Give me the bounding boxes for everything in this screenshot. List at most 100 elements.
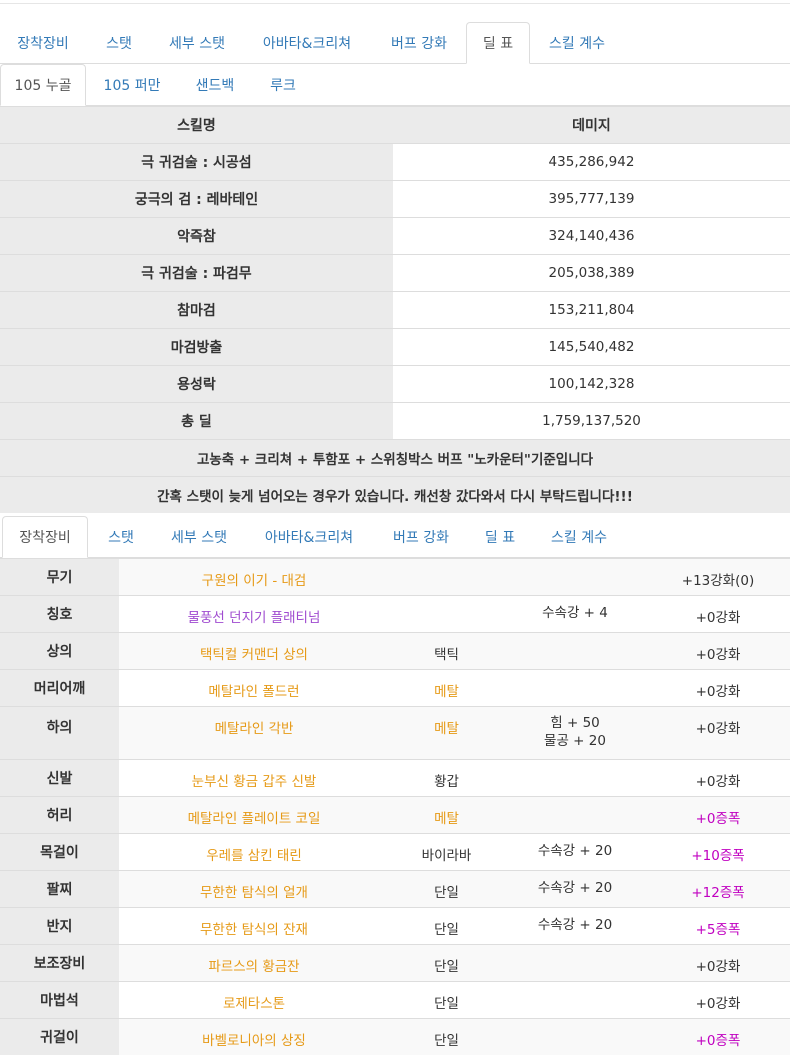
- tab-stats[interactable]: 스탯: [106, 35, 132, 52]
- damage-value: 145,540,482: [393, 329, 790, 365]
- damage-table-header: 스킬명 데미지: [0, 106, 790, 143]
- tab-damage-table[interactable]: 딜 표: [484, 529, 516, 546]
- table-row: 용성락 100,142,328: [0, 365, 790, 402]
- item-option: [504, 1019, 646, 1055]
- item-enhance: +13강화(0): [646, 559, 790, 595]
- item-name[interactable]: 무한한 탐식의 잔재: [119, 908, 389, 944]
- equipment-row-earring: 귀걸이 바벨로니아의 상징 단일 +0증폭: [0, 1018, 790, 1055]
- skill-name: 극 귀검술 : 파검무: [0, 255, 393, 291]
- slot-label: 하의: [0, 707, 119, 759]
- skill-name: 극 귀검술 : 시공섬: [0, 144, 393, 180]
- item-type: 택틱: [389, 633, 504, 669]
- skill-name-header: 스킬명: [0, 107, 393, 143]
- equipment-row-necklace: 목걸이 우레를 삼킨 태린 바이라바 수속강 + 20 +10증폭: [0, 833, 790, 870]
- tab-equipment[interactable]: 장착장비: [17, 35, 69, 52]
- tab-sandbag[interactable]: 샌드백: [195, 77, 235, 94]
- item-name[interactable]: 우레를 삼킨 태린: [119, 834, 389, 870]
- item-enhance: +10증폭: [646, 834, 790, 870]
- item-name[interactable]: 택틱컬 커맨더 상의: [119, 633, 389, 669]
- item-option: 수속강 + 4: [504, 596, 646, 632]
- item-type: 황갑: [389, 760, 504, 796]
- item-name[interactable]: 메탈라인 각반: [119, 707, 389, 759]
- skill-name: 마검방출: [0, 329, 393, 365]
- tab-luke[interactable]: 루크: [270, 77, 296, 94]
- equipment-row-top: 상의 택틱컬 커맨더 상의 택틱 +0강화: [0, 632, 790, 669]
- item-option: 수속강 + 20: [504, 871, 646, 907]
- item-name[interactable]: 바벨로니아의 상징: [119, 1019, 389, 1055]
- tab-105-nugol[interactable]: 105 누골: [0, 64, 86, 106]
- skill-name: 궁극의 검 : 레바테인: [0, 181, 393, 217]
- slot-label: 신발: [0, 760, 119, 796]
- item-option-line: 물공 + 20: [544, 733, 606, 749]
- skill-name: 악즉참: [0, 218, 393, 254]
- tab-stats[interactable]: 스탯: [108, 529, 134, 546]
- item-name[interactable]: 무한한 탐식의 얼개: [119, 871, 389, 907]
- tab-skill-coefficient[interactable]: 스킬 계수: [549, 35, 605, 52]
- equipment-row-shoulder: 머리어깨 메탈라인 폴드런 메탈 +0강화: [0, 669, 790, 706]
- table-row: 마검방출 145,540,482: [0, 328, 790, 365]
- tab-equipment[interactable]: 장착장비: [2, 516, 88, 558]
- tab-avatar-creature[interactable]: 아바타&크리쳐: [264, 529, 354, 546]
- item-enhance: +0강화: [646, 670, 790, 706]
- slot-label: 목걸이: [0, 834, 119, 870]
- equipment-row-weapon: 무기 구원의 이기 - 대검 +13강화(0): [0, 558, 790, 595]
- tab-105-perman[interactable]: 105 퍼만: [103, 77, 161, 94]
- slot-label: 귀걸이: [0, 1019, 119, 1055]
- equipment-row-shoes: 신발 눈부신 황금 갑주 신발 황갑 +0강화: [0, 759, 790, 796]
- table-row: 참마검 153,211,804: [0, 291, 790, 328]
- sub-tab-bar: 105 누골 105 퍼만 샌드백 루크: [0, 64, 790, 106]
- slot-label: 마법석: [0, 982, 119, 1018]
- item-option: 힘 + 50 물공 + 20: [504, 707, 646, 759]
- item-enhance: +0증폭: [646, 797, 790, 833]
- table-row: 궁극의 검 : 레바테인 395,777,139: [0, 180, 790, 217]
- tab-detail-stats[interactable]: 세부 스탯: [171, 529, 227, 546]
- tab-skill-coefficient[interactable]: 스킬 계수: [551, 529, 607, 546]
- item-name[interactable]: 물풍선 던지기 플래티넘: [119, 596, 389, 632]
- equipment-row-support: 보조장비 파르스의 황금잔 단일 +0강화: [0, 944, 790, 981]
- table-row: 극 귀검술 : 파검무 205,038,389: [0, 254, 790, 291]
- item-type: 메탈: [389, 797, 504, 833]
- item-option: [504, 945, 646, 981]
- table-row: 극 귀검술 : 시공섬 435,286,942: [0, 143, 790, 180]
- stat-delay-notice: 간혹 스탯이 늦게 넘어오는 경우가 있습니다. 캐선창 갔다와서 다시 부탁드…: [0, 476, 790, 513]
- item-name[interactable]: 로제타스톤: [119, 982, 389, 1018]
- item-name[interactable]: 메탈라인 플레이트 코일: [119, 797, 389, 833]
- item-name[interactable]: 구원의 이기 - 대검: [119, 559, 389, 595]
- item-type: 단일: [389, 1019, 504, 1055]
- item-type: 단일: [389, 982, 504, 1018]
- skill-name: 용성락: [0, 366, 393, 402]
- tab-detail-stats[interactable]: 세부 스탯: [169, 35, 225, 52]
- slot-label: 보조장비: [0, 945, 119, 981]
- tab-buff-enhance[interactable]: 버프 강화: [393, 529, 449, 546]
- slot-label: 무기: [0, 559, 119, 595]
- item-name[interactable]: 메탈라인 폴드런: [119, 670, 389, 706]
- slot-label: 팔찌: [0, 871, 119, 907]
- damage-value: 435,286,942: [393, 144, 790, 180]
- skill-name: 참마검: [0, 292, 393, 328]
- item-enhance: +0강화: [646, 633, 790, 669]
- total-label: 총 딜: [0, 403, 393, 439]
- tab-damage-table[interactable]: 딜 표: [466, 22, 530, 64]
- damage-header: 데미지: [393, 107, 790, 143]
- damage-value: 100,142,328: [393, 366, 790, 402]
- tab-avatar-creature[interactable]: 아바타&크리쳐: [262, 35, 352, 52]
- item-enhance: +0강화: [646, 707, 790, 759]
- equipment-row-magic-stone: 마법석 로제타스톤 단일 +0강화: [0, 981, 790, 1018]
- item-enhance: +0강화: [646, 596, 790, 632]
- item-type: 바이라바: [389, 834, 504, 870]
- equipment-row-bottom: 하의 메탈라인 각반 메탈 힘 + 50 물공 + 20 +0강화: [0, 706, 790, 759]
- top-divider: [0, 0, 790, 4]
- item-type: [389, 596, 504, 632]
- item-option: [504, 982, 646, 1018]
- total-damage-value: 1,759,137,520: [393, 403, 790, 439]
- item-name[interactable]: 눈부신 황금 갑주 신발: [119, 760, 389, 796]
- item-type: [389, 559, 504, 595]
- total-damage-row: 총 딜 1,759,137,520: [0, 402, 790, 439]
- damage-value: 205,038,389: [393, 255, 790, 291]
- table-row: 악즉참 324,140,436: [0, 217, 790, 254]
- item-option: [504, 797, 646, 833]
- tab-buff-enhance[interactable]: 버프 강화: [391, 35, 447, 52]
- item-type: 단일: [389, 871, 504, 907]
- item-name[interactable]: 파르스의 황금잔: [119, 945, 389, 981]
- item-enhance: +0강화: [646, 760, 790, 796]
